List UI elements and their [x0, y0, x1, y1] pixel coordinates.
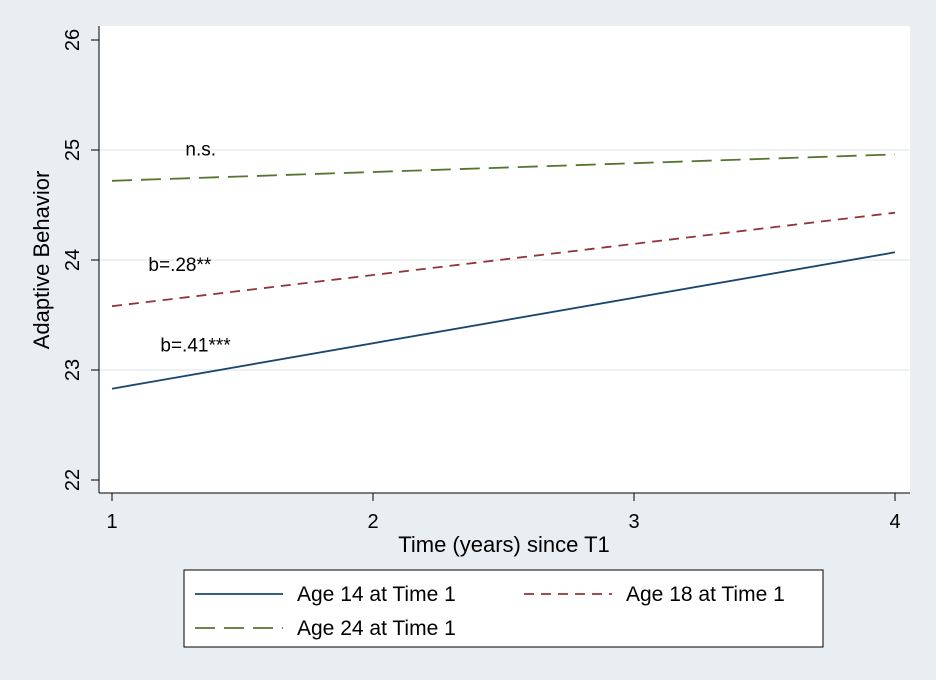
- annotation-2: b=.41***: [160, 335, 231, 356]
- legend: Age 14 at Time 1 Age 18 at Time 1 Age 24 a…: [195, 583, 785, 640]
- x-tick-label-1: 2: [367, 511, 378, 533]
- x-tick-label-2: 3: [628, 511, 639, 533]
- annotation-1: b=.28**: [148, 255, 211, 276]
- annotation-0: n.s.: [185, 140, 216, 161]
- y-tick-label-1: 23: [62, 359, 84, 381]
- y-tick-label-0: 22: [62, 469, 84, 491]
- y-tick-label-3: 25: [62, 139, 84, 161]
- legend-box: [183, 569, 824, 648]
- y-tick-label-4: 26: [62, 29, 84, 51]
- y-axis-title: Adaptive Behavior: [29, 171, 54, 350]
- series-line-2: [111, 153, 896, 182]
- legend-label-2: Age 24 at Time 1: [297, 617, 456, 640]
- annotations: n.s. b=.28** b=.41***: [148, 140, 231, 357]
- x-tick-label-0: 1: [106, 511, 117, 533]
- legend-label-0: Age 14 at Time 1: [297, 583, 456, 606]
- series-line-1: [111, 211, 896, 308]
- series-line-0: [111, 251, 896, 390]
- legend-label-1: Age 18 at Time 1: [626, 583, 785, 606]
- y-tick-label-2: 24: [62, 249, 84, 271]
- x-tick-label-3: 4: [889, 511, 900, 533]
- series-lines: [111, 153, 896, 390]
- x-axis-title: Time (years) since T1: [398, 532, 610, 557]
